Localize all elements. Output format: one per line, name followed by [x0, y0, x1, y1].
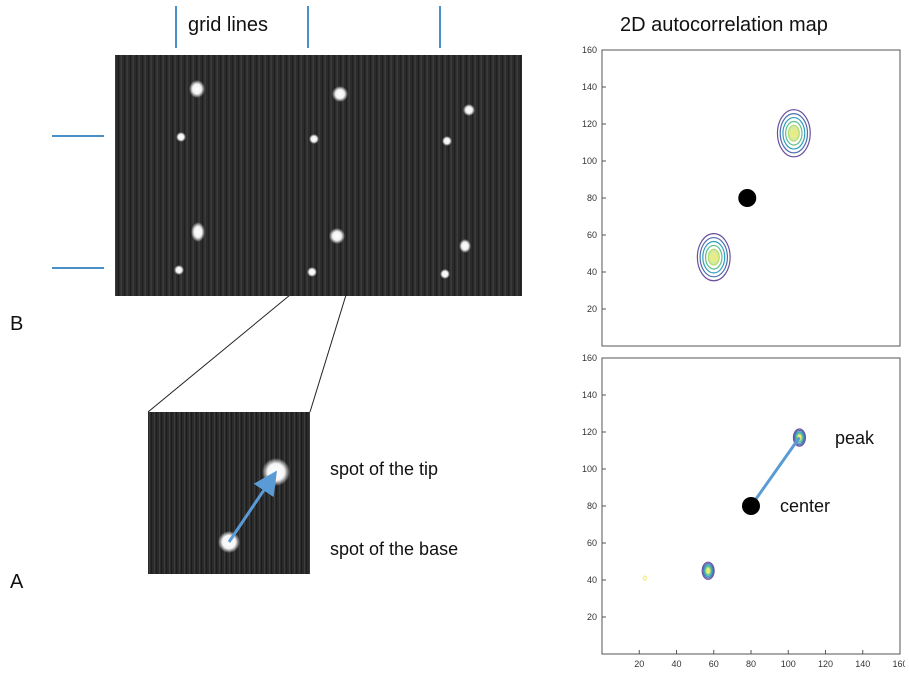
contour-ring	[785, 120, 803, 146]
base-spot	[307, 267, 317, 277]
autocorr-plot-bottom: 20 40 60 80 100 120 140 160 20 40 60 80 100 120 140 160	[582, 353, 905, 669]
contour-ring	[782, 116, 806, 150]
contour-ring	[792, 428, 806, 447]
y-tick-label: 40	[587, 575, 597, 585]
panel-label-a: A	[10, 571, 24, 593]
y-tick-label: 160	[582, 353, 597, 363]
contour-ring	[776, 109, 811, 158]
x-tick-label: 20	[634, 659, 644, 669]
contour-ring	[696, 233, 731, 282]
grid-lines-label: grid lines	[188, 14, 269, 36]
base-spot	[309, 134, 319, 144]
tip-label: spot of the tip	[330, 459, 439, 479]
x-tick-label: 100	[781, 659, 796, 669]
y-tick-label: 20	[587, 612, 597, 622]
x-tick-label: 80	[746, 659, 756, 669]
tip-spot	[189, 80, 205, 98]
contour-ring	[642, 575, 647, 581]
base-label: spot of the base	[330, 539, 459, 559]
x-tick-label: 140	[855, 659, 870, 669]
y-tick-label: 80	[587, 193, 597, 203]
contour-ring	[706, 568, 710, 574]
panel-label-b: B	[10, 313, 24, 335]
contour-ring	[702, 240, 726, 274]
center-to-peak-line	[749, 436, 801, 507]
y-tick-label: 120	[582, 427, 597, 437]
y-tick-label: 140	[582, 390, 597, 400]
contour-ring	[704, 244, 723, 270]
base-to-tip-arrow	[227, 470, 278, 543]
zoom-inset-svg	[148, 412, 310, 574]
center-label: center	[780, 496, 831, 516]
center-dot	[738, 189, 757, 207]
x-tick-label: 160	[892, 659, 905, 669]
tip-spot	[191, 222, 205, 242]
autocorr-plot-top: 20 40 60 80 100 120 140 160	[582, 45, 901, 347]
center-dot	[742, 497, 760, 515]
y-tick-label: 80	[587, 501, 597, 511]
y-tick-label: 60	[587, 230, 597, 240]
y-tick-label: 60	[587, 538, 597, 548]
contour-ring	[701, 561, 715, 580]
zoom-inset-image	[148, 412, 310, 574]
contour-ring	[699, 236, 729, 278]
inset-tip-spot	[262, 458, 290, 486]
peak-label: peak	[835, 428, 875, 448]
tip-spot	[329, 228, 345, 244]
base-spot	[176, 132, 186, 142]
y-tick-label: 120	[582, 119, 597, 129]
base-spot	[440, 269, 450, 279]
zoom-line-right	[309, 294, 347, 413]
y-tick-label: 140	[582, 82, 597, 92]
x-tick-label: 120	[818, 659, 833, 669]
y-tick-label: 100	[582, 464, 597, 474]
contour-ring	[793, 429, 805, 446]
x-tick-label: 40	[671, 659, 681, 669]
contour-ring	[794, 431, 804, 444]
base-spot	[442, 136, 452, 146]
y-tick-label: 20	[587, 304, 597, 314]
contour-ring	[779, 113, 809, 154]
microscope-image-svg	[115, 55, 522, 296]
contour-ring	[790, 128, 798, 138]
y-tick-label: 100	[582, 156, 597, 166]
tip-spot	[332, 86, 348, 102]
map-title: 2D autocorrelation map	[620, 14, 828, 36]
tip-spot	[463, 104, 475, 116]
contour-ring	[703, 564, 713, 578]
microscope-image	[115, 55, 522, 296]
contour-ring	[710, 252, 718, 262]
tip-spot	[459, 239, 471, 253]
zoom-line-left	[147, 294, 291, 413]
y-tick-label: 40	[587, 267, 597, 277]
contour-ring	[795, 432, 804, 443]
contour-ring	[702, 563, 714, 579]
base-spot	[174, 265, 184, 275]
x-tick-label: 60	[709, 659, 719, 669]
contour-ring	[704, 565, 712, 576]
y-tick-label: 160	[582, 45, 597, 55]
